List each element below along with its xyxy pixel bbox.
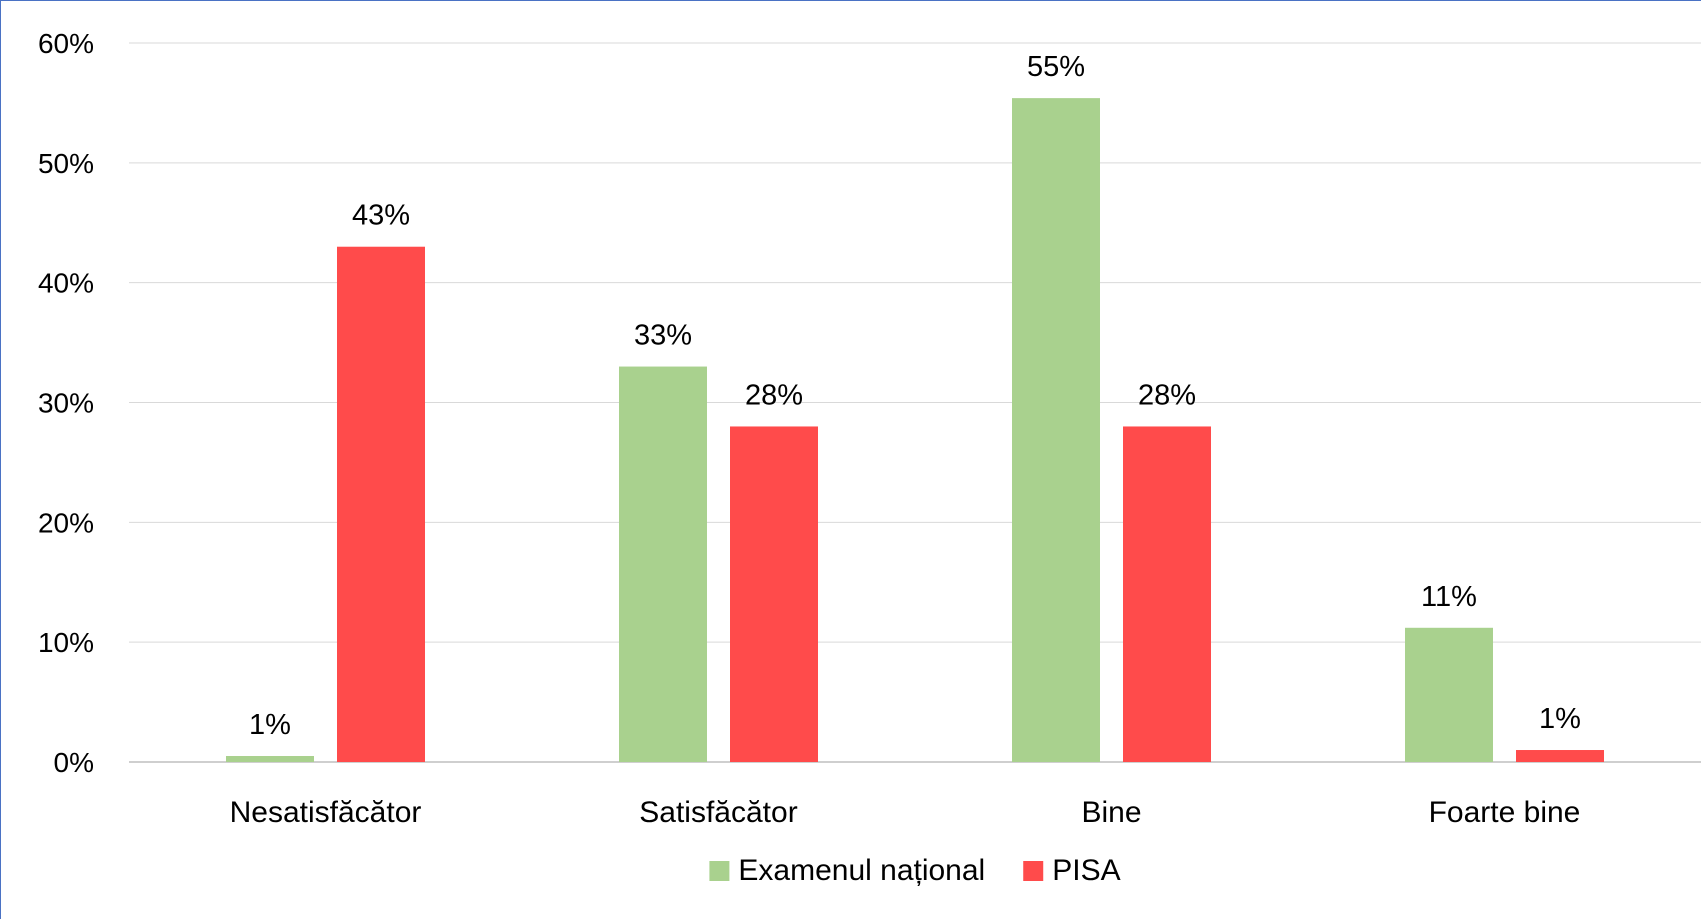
category-label: Bine	[1081, 796, 1141, 829]
bar-pisa	[1516, 750, 1604, 762]
data-label: 28%	[745, 379, 803, 411]
bar-examenul-na-ional	[226, 756, 314, 762]
y-tick-label: 0%	[54, 747, 94, 778]
data-label: 28%	[1138, 379, 1196, 411]
category-label: Foarte bine	[1429, 796, 1581, 829]
bar-examenul-na-ional	[1405, 627, 1493, 762]
y-tick-label: 20%	[38, 507, 94, 538]
legend-entry: Examenul național	[738, 854, 985, 887]
bar-examenul-na-ional	[619, 366, 707, 762]
data-label: 55%	[1027, 51, 1085, 83]
bar-examenul-na-ional	[1012, 98, 1100, 762]
bar-pisa	[337, 246, 425, 762]
y-tick-label: 40%	[38, 268, 94, 299]
y-tick-label: 10%	[38, 627, 94, 658]
y-tick-label: 30%	[38, 388, 94, 419]
data-label: 1%	[1539, 703, 1581, 735]
legend-entry: PISA	[1052, 854, 1120, 887]
bar-pisa	[1123, 426, 1211, 762]
data-label: 33%	[634, 320, 692, 352]
data-label: 43%	[352, 200, 410, 232]
data-label: 1%	[249, 709, 291, 741]
y-tick-label: 60%	[38, 28, 94, 59]
bar-pisa	[730, 426, 818, 762]
data-label: 11%	[1421, 581, 1477, 613]
legend-swatch	[709, 861, 730, 881]
category-label: Nesatisfăcător	[230, 796, 422, 829]
legend-swatch	[1023, 861, 1044, 881]
y-tick-label: 50%	[38, 148, 94, 179]
category-label: Satisfăcător	[639, 796, 797, 829]
